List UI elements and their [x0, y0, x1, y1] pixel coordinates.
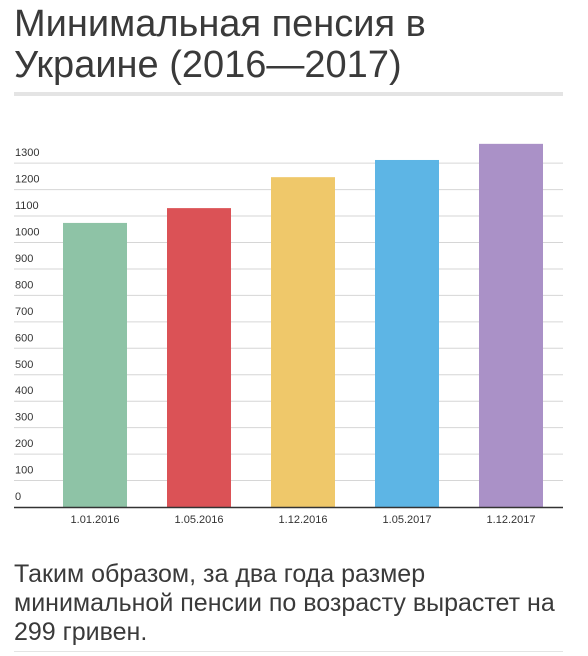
bar-1.12.2017 — [479, 143, 543, 508]
y-tick-label: 100 — [15, 465, 33, 477]
bottom-divider — [14, 651, 563, 652]
summary-text: Таким образом, за два года размер минима… — [14, 560, 555, 646]
title-divider — [14, 92, 563, 96]
y-axis-ticks: 0 100 200 300 400 500 600 700 800 900 1000 1100 1200… — [15, 147, 39, 503]
y-tick-label: 900 — [15, 253, 33, 265]
bar-chart: 0 100 200 300 400 500 600 700 800 900 1000 1100 1200… — [14, 143, 563, 526]
y-tick-label: 1000 — [15, 227, 39, 239]
y-tick-label: 600 — [15, 332, 33, 344]
bars — [63, 143, 543, 508]
y-tick-label: 400 — [15, 385, 33, 397]
y-tick-label: 300 — [15, 412, 33, 424]
x-tick-label: 1.12.2017 — [487, 514, 536, 526]
bar-1.05.2016 — [167, 208, 231, 508]
bar-1.01.2016 — [63, 222, 127, 507]
y-tick-label: 500 — [15, 359, 33, 371]
x-tick-label: 1.12.2016 — [279, 514, 328, 526]
y-tick-label: 1100 — [15, 200, 39, 212]
y-tick-label: 1200 — [15, 174, 39, 186]
x-tick-label: 1.01.2016 — [71, 514, 120, 526]
bar-1.05.2017 — [375, 159, 439, 507]
y-tick-label: 1300 — [15, 147, 39, 159]
y-tick-label: 700 — [15, 306, 33, 318]
x-tick-label: 1.05.2017 — [383, 514, 432, 526]
y-tick-label: 800 — [15, 279, 33, 291]
x-tick-label: 1.05.2016 — [175, 514, 224, 526]
chart-title: Минимальная пенсия в Украине (2016—2017) — [14, 3, 426, 86]
y-tick-label: 200 — [15, 438, 33, 450]
bar-1.12.2016 — [271, 177, 335, 507]
y-tick-label: 0 — [15, 491, 21, 503]
x-axis-labels: 1.01.2016 1.05.2016 1.12.2016 1.05.2017 1.12… — [14, 506, 563, 526]
